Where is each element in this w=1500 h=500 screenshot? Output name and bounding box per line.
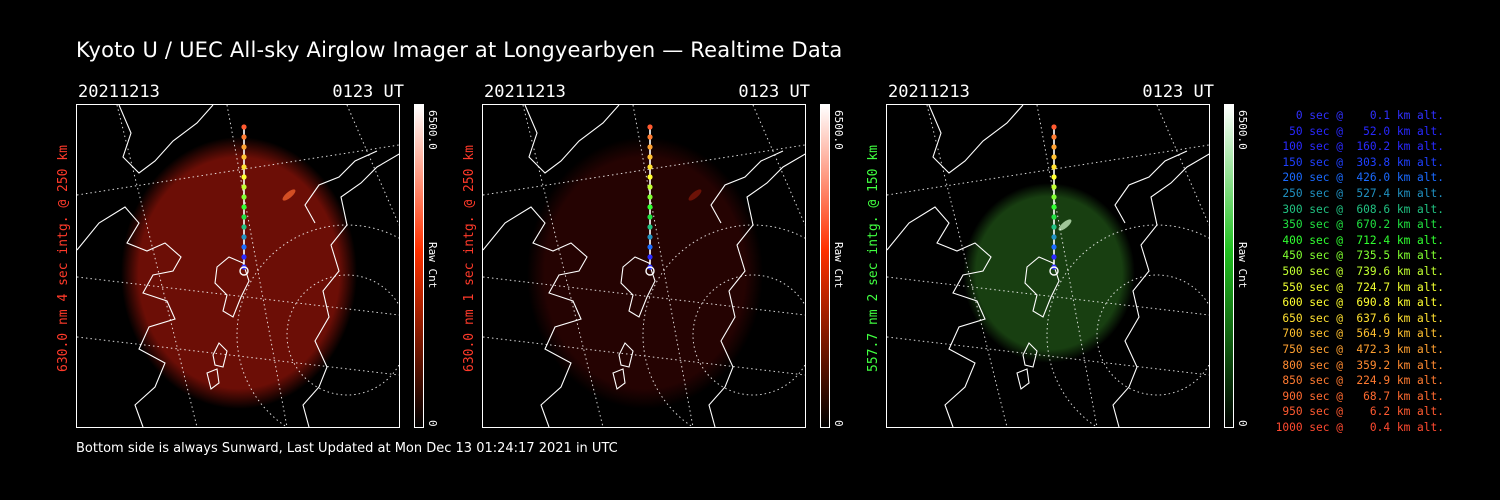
legend-entry: 150 sec @ 303.8 km alt. xyxy=(1282,155,1444,169)
panel-date: 20211213 xyxy=(78,82,160,102)
imager-panel: 20211213 0123 UT 557.7 nm 2 sec intg. @ 15… xyxy=(866,82,1249,432)
colorbar-unit: Raw Cnt xyxy=(1236,242,1249,289)
legend-entry: 800 sec @ 359.2 km alt. xyxy=(1282,358,1444,372)
legend-entry: 1000 sec @ 0.4 km alt. xyxy=(1275,420,1444,434)
allsky-image xyxy=(76,104,400,428)
colorbar-min: 0 xyxy=(426,420,439,427)
allsky-image xyxy=(886,104,1210,428)
panel-time: 0123 UT xyxy=(1142,82,1214,102)
legend-entry: 950 sec @ 6.2 km alt. xyxy=(1282,405,1444,419)
colorbar xyxy=(820,104,830,428)
colorbar-min: 0 xyxy=(832,420,845,427)
panel-ylabel: 557.7 nm 2 sec intg. @ 150 km xyxy=(866,145,881,372)
colorbar-max: 6500.0 xyxy=(426,110,439,150)
legend-entry: 400 sec @ 712.4 km alt. xyxy=(1282,233,1444,247)
panel-ylabel: 630.0 nm 4 sec intg. @ 250 km xyxy=(56,145,71,372)
panel-time: 0123 UT xyxy=(332,82,404,102)
legend-entry: 500 sec @ 739.6 km alt. xyxy=(1282,264,1444,278)
legend-entry: 750 sec @ 472.3 km alt. xyxy=(1282,342,1444,356)
colorbar xyxy=(414,104,424,428)
legend-entry: 850 sec @ 224.9 km alt. xyxy=(1282,374,1444,388)
legend-entry: 450 sec @ 735.5 km alt. xyxy=(1282,249,1444,263)
colorbar-min: 0 xyxy=(1236,420,1249,427)
legend-entry: 700 sec @ 564.9 km alt. xyxy=(1282,327,1444,341)
imager-panel: 20211213 0123 UT 630.0 nm 4 sec intg. @ 25… xyxy=(56,82,439,432)
legend-entry: 550 sec @ 724.7 km alt. xyxy=(1282,280,1444,294)
page-title: Kyoto U / UEC All-sky Airglow Imager at … xyxy=(76,38,843,62)
legend-entry: 350 sec @ 670.2 km alt. xyxy=(1282,218,1444,232)
colorbar-unit: Raw Cnt xyxy=(832,242,845,289)
panel-time: 0123 UT xyxy=(738,82,810,102)
legend-entry: 650 sec @ 637.6 km alt. xyxy=(1282,311,1444,325)
legend-entry: 0 sec @ 0.1 km alt. xyxy=(1295,109,1444,122)
legend-entry: 600 sec @ 690.8 km alt. xyxy=(1282,296,1444,310)
legend-entry: 100 sec @ 160.2 km alt. xyxy=(1282,140,1444,154)
colorbar xyxy=(1224,104,1234,428)
legend-entry: 250 sec @ 527.4 km alt. xyxy=(1282,186,1444,200)
allsky-image xyxy=(482,104,806,428)
legend-entry: 50 sec @ 52.0 km alt. xyxy=(1289,124,1444,138)
legend-entry: 900 sec @ 68.7 km alt. xyxy=(1282,389,1444,403)
legend-entry: 300 sec @ 608.6 km alt. xyxy=(1282,202,1444,216)
panel-date: 20211213 xyxy=(484,82,566,102)
panel-ylabel: 630.0 nm 1 sec intg. @ 250 km xyxy=(462,145,477,372)
legend-entry: 200 sec @ 426.0 km alt. xyxy=(1282,171,1444,185)
imager-panel: 20211213 0123 UT 630.0 nm 1 sec intg. @ 25… xyxy=(462,82,845,432)
trajectory-legend: 0 sec @ 0.1 km alt. 50 sec @ 52.0 km alt.… xyxy=(1262,108,1444,435)
colorbar-max: 6500.0 xyxy=(832,110,845,150)
colorbar-unit: Raw Cnt xyxy=(426,242,439,289)
footer-note: Bottom side is always Sunward, Last Upda… xyxy=(76,441,618,456)
panel-date: 20211213 xyxy=(888,82,970,102)
colorbar-max: 6500.0 xyxy=(1236,110,1249,150)
